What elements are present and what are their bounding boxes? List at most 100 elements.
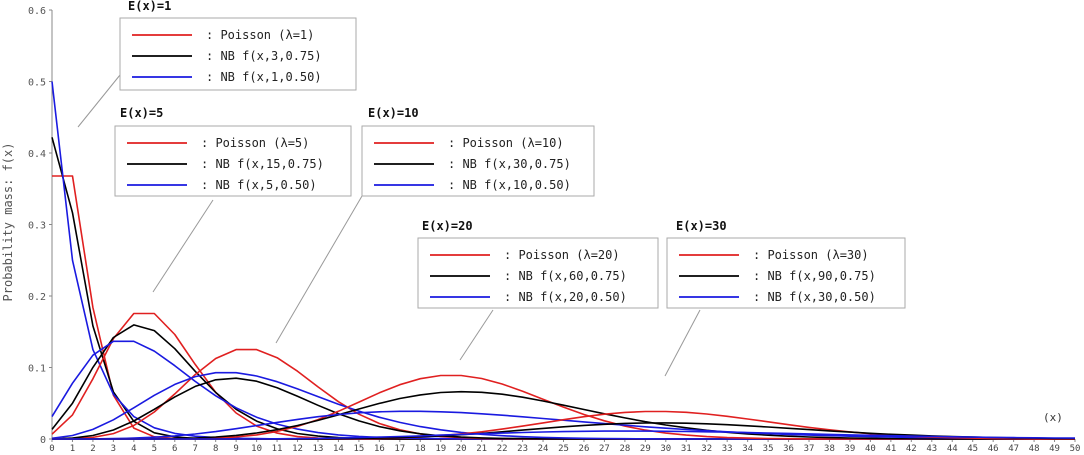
x-tick-label: 21 [476,444,487,454]
y-tick-label: 0.1 [28,364,46,375]
legend-boxes: E(x)=1 : Poisson (λ=1) : NB f(x,3,0.75) : N… [114,0,906,309]
x-tick-label: 42 [906,444,917,454]
x-tick-label: 47 [1008,444,1019,454]
x-tick-label: 11 [272,444,283,454]
y-axis-label: Probability mass: f(x) [1,143,15,302]
legend-group-title: E(x)=20 [422,219,473,233]
x-tick-label: 12 [292,444,303,454]
legend-entry-label: : Poisson (λ=20) [504,248,620,262]
series-line-3-1 [51,348,1075,440]
x-tick-label: 32 [701,444,712,454]
x-tick-label: 45 [967,444,978,454]
x-tick-label: 19 [435,444,446,454]
x-tick-label: 38 [824,444,835,454]
legend-entry-label: : Poisson (λ=5) [201,136,309,150]
x-tick-label: 40 [865,444,876,454]
legend-entry-label: : NB f(x,90,0.75) [753,269,876,283]
leader-line [77,74,121,128]
legend-entry-label: : Poisson (λ=30) [753,248,869,262]
x-tick-label: 30 [660,444,671,454]
y-tick-label: 0.2 [28,292,46,303]
legend-group-1: E(x)=1 : Poisson (λ=1) : NB f(x,3,0.75) : N… [119,0,357,91]
x-tick-label: 39 [845,444,856,454]
x-tick-label: 18 [415,444,426,454]
leader-line [152,199,214,293]
x-tick-label: 35 [763,444,774,454]
x-tick-label: 15 [353,444,364,454]
series-line-4-2 [52,390,1075,440]
legend-group-title: E(x)=5 [120,106,163,120]
y-tick-label: 0.3 [28,221,46,232]
y-tick-label: 0.5 [28,78,46,89]
x-tick-label: 31 [681,444,692,454]
legend-group-5: E(x)=30 : Poisson (λ=30) : NB f(x,90,0.75)… [666,219,906,309]
y-tick-label: 0 [40,435,46,446]
legend-entry-label: : Poisson (λ=1) [206,28,314,42]
legend-group-title: E(x)=10 [368,106,419,120]
series-lines [51,81,1076,440]
legend-leader-lines [77,74,701,377]
x-tick-label: 23 [517,444,528,454]
x-tick-label: 49 [1049,444,1060,454]
x-tick-label: 7 [193,444,198,454]
legend-group-4: E(x)=20 : Poisson (λ=20) : NB f(x,60,0.75)… [417,219,659,309]
legend-group-3: E(x)=10: Poisson (λ=10): NB f(x,30,0.75)… [361,106,595,197]
legend-entry-label: : NB f(x,5,0.50) [201,178,317,192]
x-tick-label: 4 [131,444,136,454]
x-tick-label: 2 [90,444,95,454]
x-tick-label: 9 [233,444,238,454]
y-tick-label: 0.4 [28,149,46,160]
x-tick-label: 33 [722,444,733,454]
legend-entry-label: : NB f(x,30,0.75) [448,157,571,171]
legend-group-2: E(x)=5 : Poisson (λ=5) : NB f(x,15,0.75) : … [114,106,352,197]
series-line-5-3 [52,430,1076,440]
x-tick-label: 44 [947,444,958,454]
x-tick-label: 41 [885,444,896,454]
x-tick-label: 34 [742,444,753,454]
x-tick-label: 36 [783,444,794,454]
x-tick-label: 8 [213,444,218,454]
legend-group-title: E(x)=30 [676,219,727,233]
x-tick-label: 14 [333,444,344,454]
x-tick-label: 22 [497,444,508,454]
x-tick-label: 27 [599,444,610,454]
x-tick-label: 37 [804,444,815,454]
x-tick-label: 26 [579,444,590,454]
x-tick-label: 16 [374,444,385,454]
series-line-2-2 [51,324,1075,440]
series-line-2-3 [51,340,1075,440]
legend-entry-label: : NB f(x,30,0.50) [753,290,876,304]
x-tick-label: 0 [49,444,54,454]
x-tick-label: 3 [111,444,116,454]
legend-box [119,17,357,91]
x-tick-label: 28 [619,444,630,454]
x-tick-label: 1 [70,444,75,454]
legend-entry-label: : NB f(x,3,0.75) [206,49,322,63]
x-tick-label: 29 [640,444,651,454]
legend-entry-label: : NB f(x,15,0.75) [201,157,324,171]
leader-line [664,309,701,377]
x-tick-label: 46 [988,444,999,454]
x-tick-label: 43 [926,444,937,454]
leader-line [275,195,363,344]
x-axis-ticks: 0 1 2 3 4 5 6 7 8 9 10 11 12 13 14 15 16 17 18 19 20 21 22 23 24… [49,439,1080,454]
leader-line [459,309,494,361]
x-tick-label: 20 [456,444,467,454]
x-tick-label: 10 [251,444,262,454]
legend-entry-label: : NB f(x,1,0.50) [206,70,322,84]
x-axis-label: (x) [1043,411,1063,424]
x-tick-label: 17 [394,444,405,454]
x-tick-label: 13 [313,444,324,454]
legend-entry-label: : NB f(x,20,0.50) [504,290,627,304]
legend-group-title: E(x)=1 [128,0,171,13]
x-tick-label: 48 [1029,444,1040,454]
y-axis-ticks: 0 0.1 0.2 0.3 0.4 0.5 0.6 [28,6,52,446]
y-tick-label: 0.6 [28,6,46,17]
legend-entry-label: : NB f(x,60,0.75) [504,269,627,283]
x-tick-label: 6 [172,444,177,454]
x-tick-label: 50 [1070,444,1081,454]
x-tick-label: 24 [538,444,549,454]
x-tick-label: 25 [558,444,569,454]
